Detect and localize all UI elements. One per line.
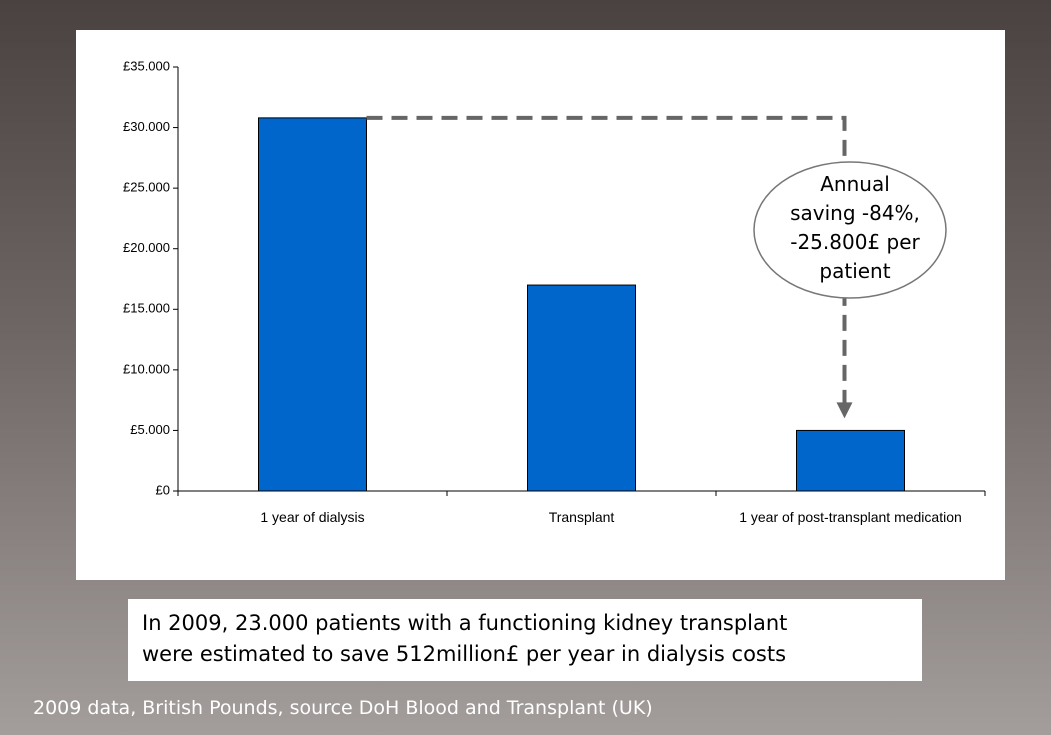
x-tick-label: 1 year of post-transplant medication bbox=[739, 509, 962, 525]
x-tick-label: 1 year of dialysis bbox=[260, 509, 365, 525]
annotation-line: -25.800£ per bbox=[790, 230, 920, 254]
caption-box: In 2009, 23.000 patients with a function… bbox=[128, 599, 922, 681]
x-tick-label: Transplant bbox=[548, 509, 615, 525]
y-tick-label: £0 bbox=[156, 482, 170, 497]
saving-connector bbox=[366, 115, 847, 405]
y-tick-label: £30.000 bbox=[123, 119, 170, 134]
caption-line: were estimated to save 512million£ per y… bbox=[142, 642, 787, 666]
bar bbox=[796, 429, 905, 492]
y-tick-label: £15.000 bbox=[123, 301, 170, 316]
annotation: Annual saving -84%, -25.800£ per patient bbox=[760, 170, 950, 286]
annotation-line: saving -84%, bbox=[790, 201, 920, 225]
bar bbox=[527, 284, 636, 492]
y-tick-label: £10.000 bbox=[123, 361, 170, 376]
annotation-bubble bbox=[753, 161, 947, 299]
y-tick-label: £20.000 bbox=[123, 240, 170, 255]
saving-arrowhead bbox=[836, 402, 853, 419]
y-tick-label: £35.000 bbox=[123, 58, 170, 73]
caption-line: In 2009, 23.000 patients with a function… bbox=[142, 611, 788, 635]
footer: 2009 data, British Pounds, source DoH Bl… bbox=[33, 697, 653, 719]
y-tick-label: £5.000 bbox=[130, 422, 170, 437]
bar bbox=[258, 117, 367, 492]
annotation-line: Annual bbox=[820, 172, 890, 196]
annotation-line: patient bbox=[819, 259, 891, 283]
y-tick-label: £25.000 bbox=[123, 180, 170, 195]
